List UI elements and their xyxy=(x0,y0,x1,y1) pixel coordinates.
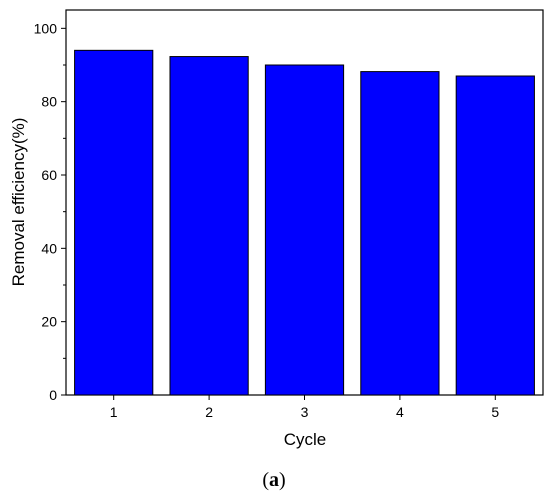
x-tick-label: 1 xyxy=(110,404,118,420)
y-tick-label: 0 xyxy=(49,387,57,403)
x-tick-label: 4 xyxy=(396,404,404,420)
x-axis-title: Cycle xyxy=(284,430,327,449)
x-tick-label: 3 xyxy=(301,404,309,420)
figure-caption: (a) xyxy=(262,469,285,491)
y-ticks-group: 0 20 40 60 80 100 xyxy=(34,20,66,403)
bars-group xyxy=(74,49,535,396)
y-tick-label: 100 xyxy=(34,20,58,36)
caption-close-paren: ) xyxy=(279,469,286,491)
y-axis-title: Removal efficiency(%) xyxy=(9,118,28,287)
x-ticks-group: 1 2 3 4 5 xyxy=(110,395,499,420)
y-tick-label: 20 xyxy=(41,314,57,330)
bar-cycle-4 xyxy=(360,71,440,396)
bar-cycle-1 xyxy=(74,49,154,396)
y-tick-label: 60 xyxy=(41,167,57,183)
caption-open-paren: ( xyxy=(262,469,269,491)
x-tick-label: 5 xyxy=(491,404,499,420)
bar-cycle-5 xyxy=(455,75,535,396)
x-tick-label: 2 xyxy=(205,404,213,420)
caption-letter: a xyxy=(269,469,279,491)
bar-cycle-3 xyxy=(264,64,345,396)
y-tick-label: 80 xyxy=(41,94,57,110)
bar-cycle-2 xyxy=(169,56,249,396)
y-tick-label: 40 xyxy=(41,240,57,256)
